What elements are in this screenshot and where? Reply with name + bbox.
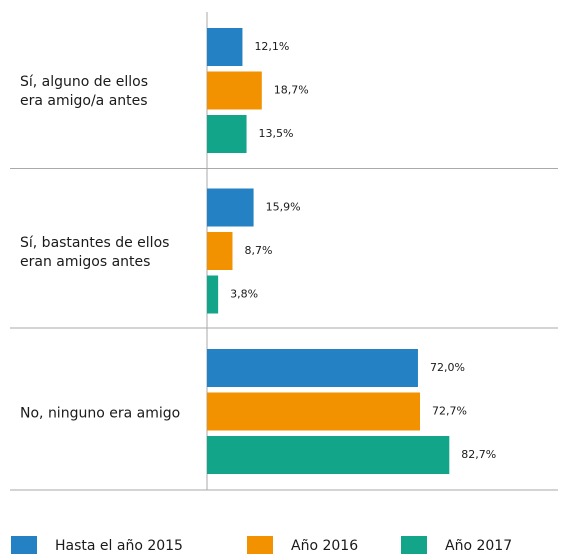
bar [207, 188, 254, 227]
category-label: Sí, alguno de ellos era amigo/a antes [20, 74, 148, 109]
value-label: 18,7% [274, 84, 309, 97]
bar [207, 392, 421, 431]
value-label: 15,9% [266, 201, 301, 214]
legend-label: Año 2016 [291, 538, 358, 554]
legend-swatch [247, 536, 273, 554]
bar [207, 28, 243, 66]
legend-swatch [401, 536, 427, 554]
value-label: 72,0% [430, 361, 465, 374]
legend-label: Año 2017 [445, 538, 512, 554]
value-label: 82,7% [461, 448, 496, 461]
value-label: 12,1% [254, 40, 289, 53]
legend-label: Hasta el año 2015 [55, 538, 183, 554]
bar [207, 115, 247, 153]
value-label: 8,7% [244, 244, 272, 257]
bar [207, 275, 219, 314]
bar [207, 71, 262, 110]
bar [207, 436, 450, 474]
value-label: 3,8% [230, 288, 258, 301]
value-label: 13,5% [259, 127, 294, 140]
bar [207, 232, 233, 270]
category-label: Sí, bastantes de ellos eran amigos antes [20, 235, 169, 270]
value-label: 72,7% [432, 405, 467, 418]
category-label: No, ninguno era amigo [20, 406, 180, 422]
bar [207, 349, 418, 387]
legend-swatch [11, 536, 37, 554]
